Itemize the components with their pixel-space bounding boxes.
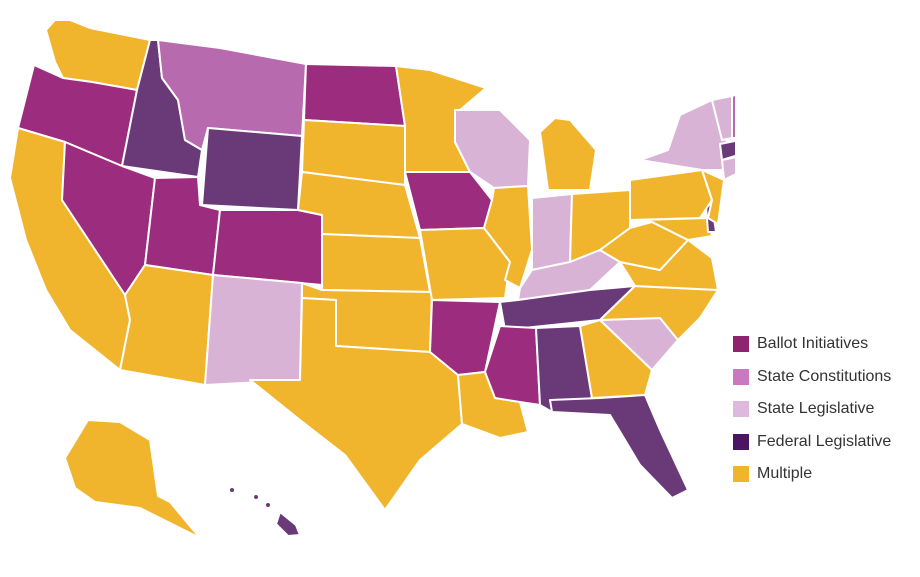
legend-swatch bbox=[733, 466, 749, 483]
state-NJ[interactable] bbox=[701, 169, 725, 225]
legend-swatch bbox=[733, 368, 749, 385]
legend-item-multiple: Multiple bbox=[733, 458, 891, 491]
state-HI-islet-2 bbox=[252, 493, 260, 501]
state-VT[interactable] bbox=[711, 95, 733, 141]
legend-item-ballot: Ballot Initiatives bbox=[733, 328, 891, 361]
state-KS[interactable] bbox=[321, 233, 431, 293]
state-MI[interactable] bbox=[539, 117, 597, 191]
legend-label: State Constitutions bbox=[757, 367, 892, 385]
state-AK[interactable] bbox=[64, 419, 201, 539]
legend: Ballot Initiatives State Constitutions S… bbox=[733, 328, 891, 491]
legend-label: Ballot Initiatives bbox=[757, 335, 869, 353]
us-states-map bbox=[9, 19, 735, 539]
legend-item-federal: Federal Legislative bbox=[733, 426, 891, 459]
state-PA[interactable] bbox=[629, 169, 713, 221]
state-IA[interactable] bbox=[404, 171, 493, 231]
state-HI-islet-1 bbox=[228, 486, 236, 494]
state-NM[interactable] bbox=[204, 274, 303, 386]
legend-label: State Legislative bbox=[757, 400, 875, 418]
legend-item-constitution: State Constitutions bbox=[733, 361, 891, 394]
state-AZ[interactable] bbox=[119, 264, 214, 386]
state-WY[interactable] bbox=[201, 127, 303, 211]
legend-label: Multiple bbox=[757, 465, 813, 483]
state-HI[interactable] bbox=[275, 511, 301, 537]
state-CO[interactable] bbox=[212, 209, 323, 286]
state-HI-islet-3 bbox=[264, 501, 272, 509]
state-MT[interactable] bbox=[157, 39, 307, 151]
state-CT[interactable] bbox=[721, 156, 735, 181]
legend-label: Federal Legislative bbox=[757, 432, 892, 450]
state-IN[interactable] bbox=[531, 193, 573, 271]
legend-swatch bbox=[733, 401, 749, 418]
state-IL[interactable] bbox=[483, 185, 533, 289]
state-GA[interactable] bbox=[579, 319, 653, 399]
state-NH[interactable] bbox=[731, 92, 735, 139]
legend-swatch bbox=[733, 336, 749, 353]
state-MA[interactable] bbox=[719, 138, 735, 161]
state-TX[interactable] bbox=[249, 297, 463, 511]
state-ND[interactable] bbox=[303, 63, 406, 127]
legend-item-legislative: State Legislative bbox=[733, 393, 891, 426]
state-FL[interactable] bbox=[549, 394, 689, 499]
legend-swatch bbox=[733, 433, 749, 450]
